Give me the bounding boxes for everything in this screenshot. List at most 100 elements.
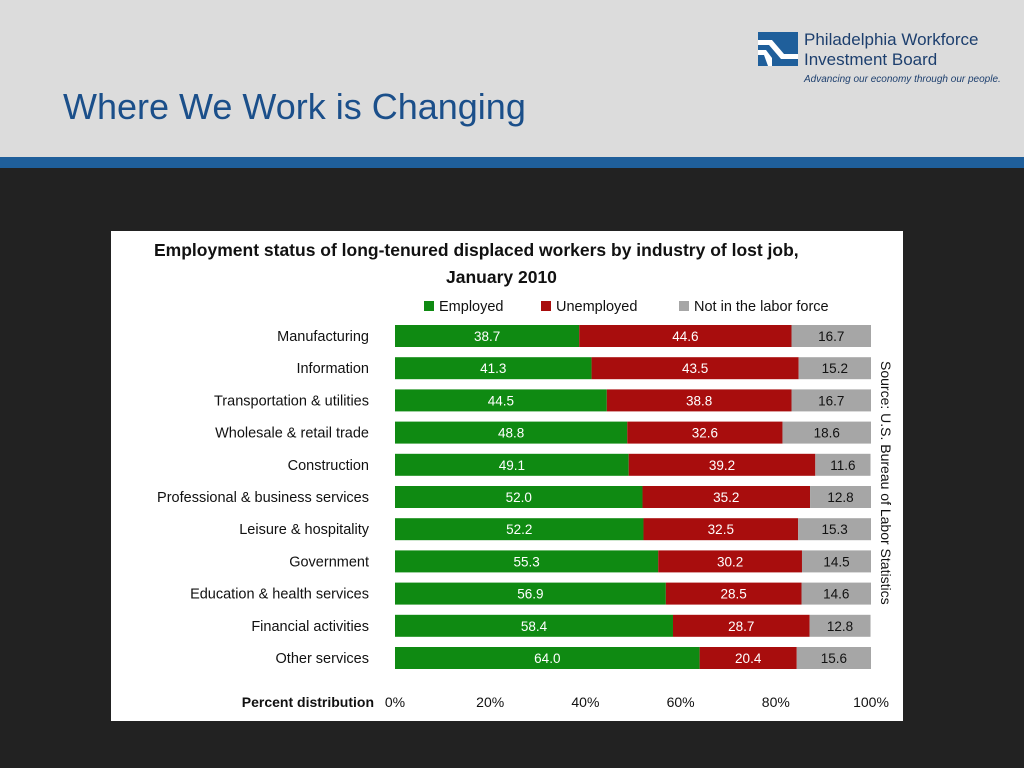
legend-label-employed: Employed <box>439 299 503 315</box>
bar-unemployed-other-services <box>699 647 797 669</box>
bar-not-in-the-labor-force-other-services <box>796 647 871 669</box>
x-tick-2: 40% <box>571 694 599 710</box>
x-tick-3: 60% <box>667 694 695 710</box>
bar-employed-construction <box>395 453 629 476</box>
category-label-manufacturing: Manufacturing <box>277 329 369 345</box>
chart-x-axis: 0% 20% 40% 60% 80% 100% <box>385 694 889 710</box>
data-label-unemployed-government: 30.2 <box>717 554 743 569</box>
data-label-unemployed-professional-and-business-services: 35.2 <box>713 490 739 505</box>
data-label-employed-financial-activities: 58.4 <box>521 619 548 634</box>
bar-employed-other-services <box>395 647 700 669</box>
bar-unemployed-information <box>591 357 799 380</box>
data-label-employed-construction: 49.1 <box>499 458 525 473</box>
slide-title: Where We Work is Changing <box>63 86 526 127</box>
data-label-unemployed-other-services: 20.4 <box>735 651 762 666</box>
bar-unemployed-wholesale-and-retail-trade <box>627 421 783 444</box>
logo-name: Philadelphia Workforce Investment Board <box>804 30 979 70</box>
x-tick-4: 80% <box>762 694 790 710</box>
bar-not-in-the-labor-force-government <box>801 550 871 573</box>
bar-employed-information <box>395 357 592 380</box>
data-label-unemployed-financial-activities: 28.7 <box>728 619 754 634</box>
data-label-not-in-the-labor-force-leisure-and-hospitality: 15.3 <box>821 522 847 537</box>
data-label-not-in-the-labor-force-information: 15.2 <box>822 361 848 376</box>
bar-unemployed-leisure-and-hospitality <box>643 518 799 541</box>
data-label-employed-government: 55.3 <box>513 554 539 569</box>
chart-bars: Manufacturing 38.7 44.6 16.7 Information 41.3… <box>157 325 871 669</box>
header-divider-stripe <box>0 157 1024 168</box>
bar-not-in-the-labor-force-information <box>798 357 871 380</box>
data-label-employed-leisure-and-hospitality: 52.2 <box>506 522 532 537</box>
data-label-not-in-the-labor-force-wholesale-and-retail-trade: 18.6 <box>814 426 840 441</box>
logo-name-line2: Investment Board <box>804 50 938 69</box>
bar-not-in-the-labor-force-financial-activities <box>809 614 871 637</box>
data-label-not-in-the-labor-force-government: 14.5 <box>823 554 849 569</box>
bar-employed-leisure-and-hospitality <box>395 518 644 541</box>
bar-not-in-the-labor-force-leisure-and-hospitality <box>798 518 871 541</box>
data-label-not-in-the-labor-force-manufacturing: 16.7 <box>818 329 844 344</box>
category-label-education-and-health-services: Education & health services <box>190 587 369 603</box>
data-label-not-in-the-labor-force-transportation-and-utilities: 16.7 <box>818 393 844 408</box>
data-label-employed-other-services: 64.0 <box>534 651 560 666</box>
category-label-transportation-and-utilities: Transportation & utilities <box>214 393 369 409</box>
bar-unemployed-construction <box>628 453 816 476</box>
bar-unemployed-financial-activities <box>672 614 810 637</box>
legend-swatch-not-in-the-labor-force <box>679 301 689 311</box>
bar-employed-manufacturing <box>395 325 580 347</box>
x-tick-0: 0% <box>385 694 405 710</box>
category-label-construction: Construction <box>288 458 369 474</box>
bar-employed-professional-and-business-services <box>395 486 643 508</box>
data-label-not-in-the-labor-force-other-services: 15.6 <box>821 651 847 666</box>
logo-name-line1: Philadelphia Workforce <box>804 30 979 49</box>
bar-employed-government <box>395 550 659 573</box>
category-label-professional-and-business-services: Professional & business services <box>157 490 369 506</box>
legend-swatch-unemployed <box>541 301 551 311</box>
category-label-financial-activities: Financial activities <box>251 619 369 635</box>
bar-employed-transportation-and-utilities <box>395 389 607 412</box>
data-label-employed-information: 41.3 <box>480 361 506 376</box>
bar-unemployed-government <box>658 550 802 573</box>
chart-legend: Employed Unemployed Not in the labor force <box>424 299 829 315</box>
chart-title-line1: Employment status of long-tenured displa… <box>154 240 799 260</box>
chart-title-line2: January 2010 <box>446 267 557 287</box>
data-label-employed-manufacturing: 38.7 <box>474 329 500 344</box>
x-tick-1: 20% <box>476 694 504 710</box>
slide-header <box>0 0 1024 157</box>
bar-unemployed-professional-and-business-services <box>642 486 811 508</box>
category-label-government: Government <box>289 554 369 570</box>
bar-employed-wholesale-and-retail-trade <box>395 421 628 444</box>
data-label-unemployed-wholesale-and-retail-trade: 32.6 <box>692 426 718 441</box>
category-label-wholesale-and-retail-trade: Wholesale & retail trade <box>215 426 369 442</box>
bar-not-in-the-labor-force-professional-and-business-services <box>810 486 871 508</box>
data-label-unemployed-construction: 39.2 <box>709 458 735 473</box>
bar-unemployed-transportation-and-utilities <box>606 389 792 412</box>
data-label-employed-wholesale-and-retail-trade: 48.8 <box>498 426 524 441</box>
pwib-logo-mark-icon <box>758 32 798 66</box>
legend-label-not-in-the-labor-force: Not in the labor force <box>694 299 829 315</box>
bar-employed-financial-activities <box>395 614 673 637</box>
bar-not-in-the-labor-force-wholesale-and-retail-trade <box>782 421 871 444</box>
x-tick-5: 100% <box>853 694 889 710</box>
bar-not-in-the-labor-force-transportation-and-utilities <box>791 389 871 412</box>
stacked-bar-chart: Employment status of long-tenured displa… <box>154 240 894 710</box>
chart-panel: Employment status of long-tenured displa… <box>111 231 903 721</box>
bar-not-in-the-labor-force-construction <box>815 453 871 476</box>
legend-label-unemployed: Unemployed <box>556 299 637 315</box>
data-label-unemployed-education-and-health-services: 28.5 <box>721 587 747 602</box>
x-axis-label: Percent distribution <box>242 694 374 710</box>
data-label-unemployed-information: 43.5 <box>682 361 708 376</box>
bar-not-in-the-labor-force-education-and-health-services <box>801 582 871 605</box>
data-label-employed-professional-and-business-services: 52.0 <box>506 490 532 505</box>
data-label-employed-transportation-and-utilities: 44.5 <box>488 393 514 408</box>
logo-tagline: Advancing our economy through our people… <box>804 74 1001 85</box>
bar-unemployed-education-and-health-services <box>665 582 802 605</box>
source-note: Source: U.S. Bureau of Labor Statistics <box>878 361 894 605</box>
data-label-not-in-the-labor-force-construction: 11.6 <box>830 458 855 473</box>
legend-swatch-employed <box>424 301 434 311</box>
category-label-leisure-and-hospitality: Leisure & hospitality <box>239 522 370 538</box>
data-label-not-in-the-labor-force-professional-and-business-services: 12.8 <box>827 490 853 505</box>
pwib-logo: Philadelphia Workforce Investment Board … <box>758 30 1008 92</box>
data-label-unemployed-manufacturing: 44.6 <box>672 329 698 344</box>
bar-not-in-the-labor-force-manufacturing <box>791 325 871 347</box>
bar-employed-education-and-health-services <box>395 582 666 605</box>
bar-unemployed-manufacturing <box>579 325 792 347</box>
